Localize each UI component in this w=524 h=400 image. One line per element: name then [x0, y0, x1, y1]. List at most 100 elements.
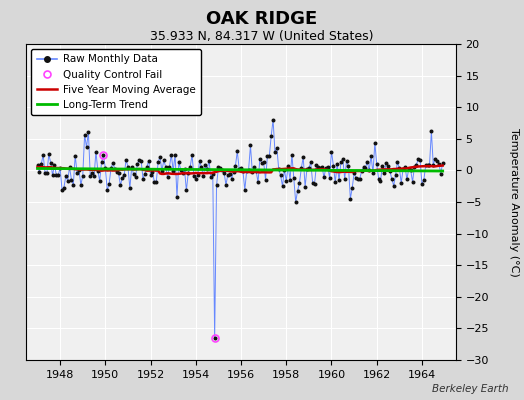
- Point: [152, 179, 160, 186]
- Point: [224, 172, 232, 178]
- Point: [429, 162, 438, 168]
- Point: [408, 179, 417, 185]
- Y-axis label: Temperature Anomaly (°C): Temperature Anomaly (°C): [509, 128, 519, 276]
- Point: [160, 157, 168, 164]
- Point: [50, 162, 59, 168]
- Point: [376, 178, 385, 184]
- Point: [402, 176, 411, 182]
- Point: [179, 170, 187, 177]
- Point: [156, 154, 164, 160]
- Point: [416, 156, 424, 163]
- Point: [116, 182, 125, 188]
- Point: [177, 166, 185, 173]
- Point: [92, 148, 100, 155]
- Legend: Raw Monthly Data, Quality Control Fail, Five Year Moving Average, Long-Term Tren: Raw Monthly Data, Quality Control Fail, …: [31, 49, 201, 115]
- Point: [34, 162, 42, 168]
- Point: [97, 159, 106, 165]
- Point: [278, 183, 287, 189]
- Point: [163, 174, 172, 180]
- Point: [328, 148, 336, 155]
- Point: [423, 162, 432, 168]
- Point: [288, 152, 296, 158]
- Point: [314, 164, 322, 170]
- Point: [222, 182, 230, 188]
- Point: [214, 164, 223, 171]
- Point: [103, 187, 112, 194]
- Point: [310, 180, 319, 187]
- Point: [388, 176, 396, 182]
- Point: [435, 161, 443, 167]
- Point: [43, 170, 51, 176]
- Point: [344, 163, 353, 170]
- Point: [69, 182, 78, 188]
- Point: [118, 174, 126, 181]
- Point: [201, 162, 210, 168]
- Point: [54, 172, 62, 178]
- Point: [167, 152, 176, 158]
- Point: [386, 168, 394, 174]
- Point: [399, 166, 407, 172]
- Point: [186, 164, 194, 170]
- Point: [243, 168, 251, 174]
- Point: [295, 180, 303, 186]
- Point: [297, 165, 305, 171]
- Point: [126, 185, 134, 192]
- Point: [271, 149, 279, 155]
- Point: [171, 151, 179, 158]
- Point: [280, 166, 289, 173]
- Point: [329, 162, 337, 169]
- Point: [339, 156, 347, 162]
- Point: [333, 160, 341, 167]
- Point: [359, 164, 368, 170]
- Point: [139, 176, 147, 182]
- Text: OAK RIDGE: OAK RIDGE: [206, 10, 318, 28]
- Point: [367, 152, 375, 159]
- Point: [357, 168, 366, 174]
- Point: [378, 162, 387, 169]
- Point: [384, 162, 392, 169]
- Point: [352, 175, 360, 181]
- Point: [261, 176, 270, 183]
- Point: [62, 173, 70, 179]
- Point: [84, 129, 93, 135]
- Point: [412, 162, 420, 168]
- Point: [433, 158, 441, 164]
- Point: [309, 180, 317, 186]
- Point: [356, 176, 364, 182]
- Point: [220, 170, 228, 176]
- Point: [192, 175, 200, 182]
- Point: [99, 151, 107, 158]
- Point: [77, 182, 85, 188]
- Point: [105, 181, 113, 187]
- Point: [254, 179, 262, 186]
- Point: [397, 180, 406, 186]
- Point: [143, 164, 151, 170]
- Point: [401, 163, 409, 170]
- Point: [193, 172, 202, 179]
- Point: [88, 170, 96, 176]
- Point: [256, 156, 264, 162]
- Point: [325, 174, 334, 181]
- Point: [137, 158, 145, 164]
- Point: [304, 164, 313, 171]
- Point: [259, 159, 268, 166]
- Point: [90, 173, 98, 180]
- Point: [337, 159, 345, 166]
- Point: [407, 167, 415, 173]
- Point: [174, 159, 183, 165]
- Point: [129, 171, 138, 178]
- Point: [421, 162, 430, 168]
- Point: [148, 169, 157, 176]
- Point: [206, 174, 215, 181]
- Point: [190, 172, 198, 179]
- Point: [39, 152, 47, 158]
- Point: [108, 160, 117, 166]
- Point: [282, 178, 290, 184]
- Point: [111, 166, 119, 172]
- Point: [60, 185, 68, 191]
- Point: [263, 153, 271, 160]
- Point: [335, 177, 343, 184]
- Point: [316, 165, 324, 171]
- Point: [52, 172, 61, 178]
- Point: [237, 164, 245, 171]
